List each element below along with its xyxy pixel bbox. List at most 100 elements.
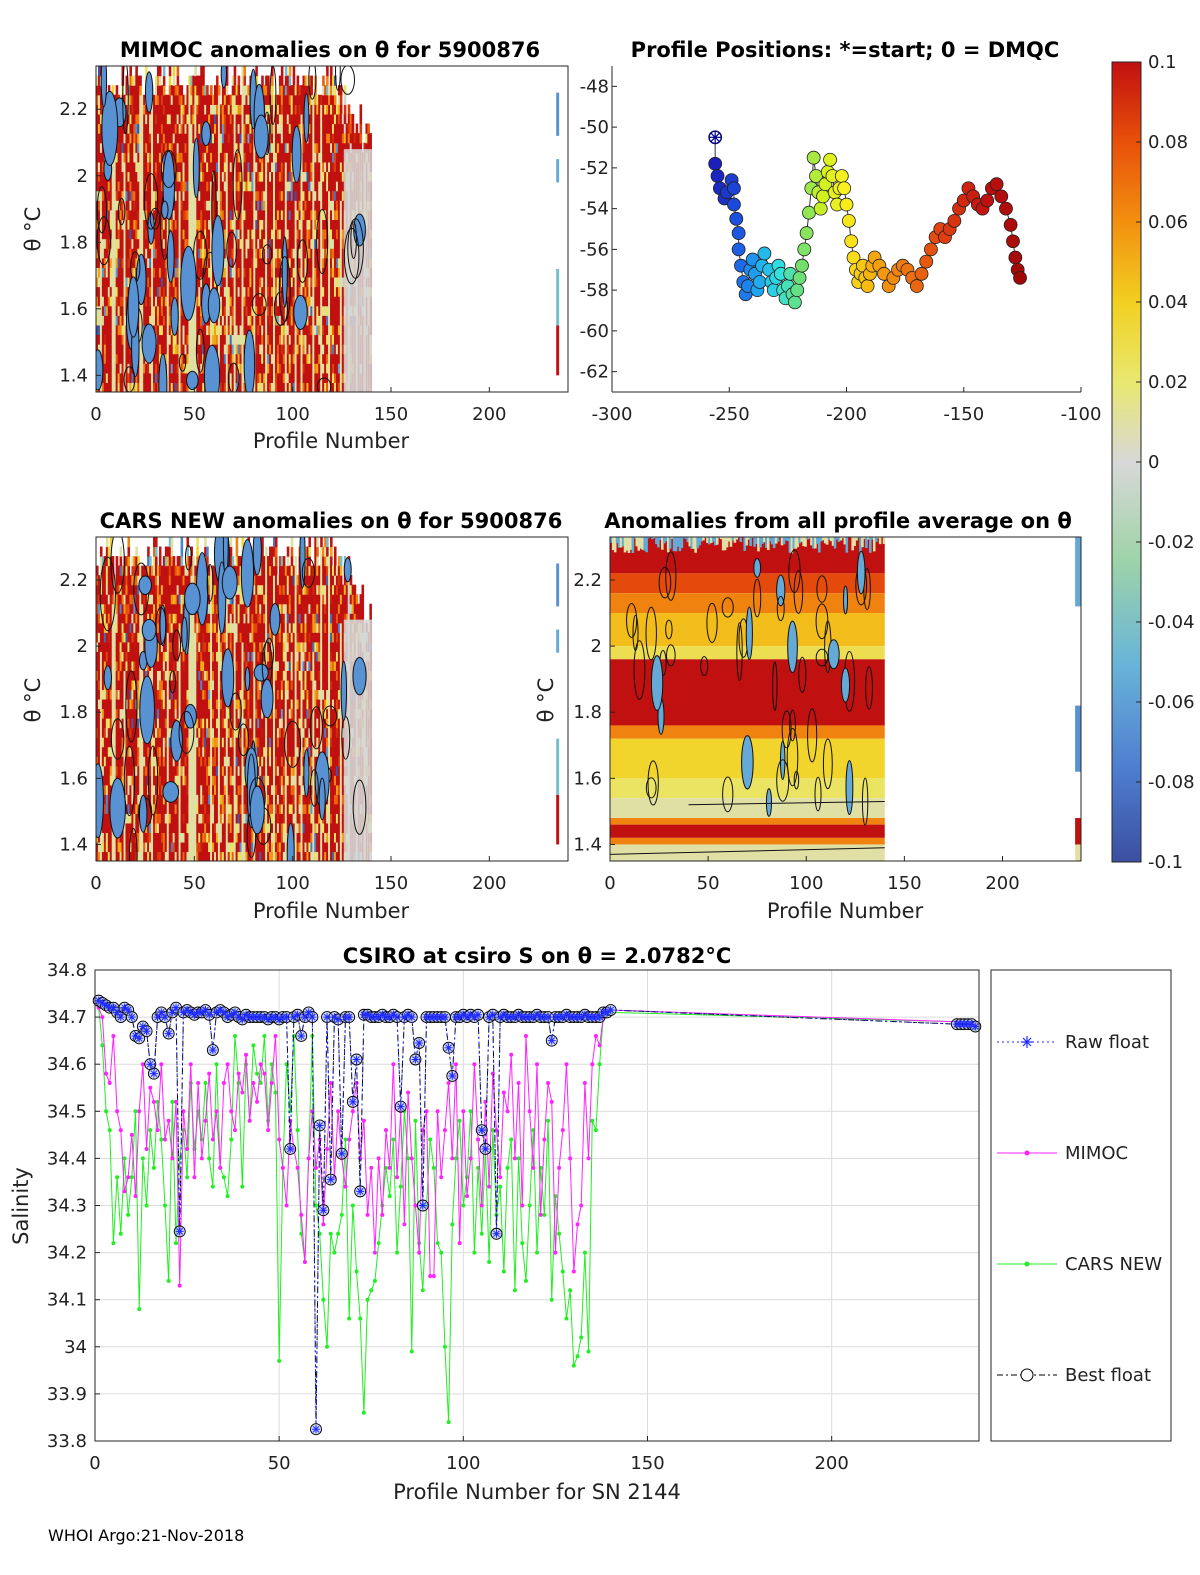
heat-cell [310,219,313,230]
heat-cell [288,382,292,392]
heat-cell [215,324,219,336]
heat-cell [326,296,329,307]
heat-cell [119,267,123,278]
heat-cell [141,238,144,249]
heat-cell [219,334,223,345]
heat-cell [276,219,280,230]
heat-cell [141,372,144,384]
heat-cell [249,257,252,268]
heat-cell [178,104,182,115]
heat-cell [105,794,109,805]
heat-cell [328,238,331,249]
heat-cell [190,104,193,115]
heat-cell [206,142,209,153]
heat-cell [198,382,201,392]
heat-cell [129,113,132,125]
heat-cell [202,181,205,192]
heat-cell [192,324,195,336]
heat-cell [119,372,123,384]
heat-cell [111,286,115,297]
heat-cell [174,133,178,144]
heat-cell [133,133,136,144]
heat-cell [184,113,188,125]
heat-cell [131,382,134,392]
heat-cell [318,190,321,201]
heat-cell [127,363,131,374]
heat-cell [198,229,201,240]
heat-cell [320,161,323,173]
heat-cell [151,200,154,211]
heat-cell [229,257,233,268]
heat-cell [156,161,160,173]
heat-cell [153,94,156,105]
heat-cell [107,832,111,843]
heat-cell [225,171,229,182]
heat-cell [322,276,325,288]
heat-cell [332,315,335,326]
heat-cell [243,113,247,125]
heat-cell [274,248,278,259]
heat-cell [251,248,254,259]
heat-cell [105,622,109,633]
heat-cell [143,161,146,173]
heat-cell [194,200,197,211]
heat-cell [109,219,113,230]
heat-cell [328,324,331,336]
heat-cell [271,152,274,163]
heat-cell [314,200,317,211]
heat-cell [235,209,239,221]
heat-cell [261,344,264,355]
heat-cell [339,94,343,105]
heat-cell [125,344,129,355]
heat-cell [101,334,105,345]
heat-cell [176,267,180,278]
heat-cell [147,372,150,384]
heat-cell [212,209,215,221]
heat-cell [290,276,294,288]
heat-cell [111,238,115,249]
heat-cell [153,286,156,297]
heat-cell [178,324,182,336]
heat-cell [225,315,229,326]
heat-cell [129,123,132,134]
heat-cell [135,248,138,259]
heat-cell [288,133,292,144]
heat-cell [271,161,274,173]
heat-cell [235,382,239,392]
heat-cell [129,209,132,221]
heat-cell [174,229,178,240]
heat-cell [155,296,158,307]
heat-cell [139,152,142,163]
heat-cell [324,142,327,153]
heat-cell [105,641,109,652]
heat-cell [284,75,288,86]
heat-cell [302,142,306,153]
heat-cell [223,152,227,163]
heat-cell [190,238,193,249]
heat-cell [202,372,205,384]
heat-cell [103,353,107,364]
heat-cell [237,315,241,326]
heat-cell [308,296,311,307]
heat-cell [182,344,186,355]
heat-cell [129,171,132,182]
profile-position-45 [813,201,828,216]
heat-cell [286,152,290,163]
heat-cell [208,161,211,173]
heat-cell [333,181,337,192]
heat-cell [196,257,199,268]
heat-cell [164,94,168,105]
heat-cell [292,85,296,96]
heat-cell [328,267,331,278]
heat-cell [131,94,134,105]
heat-cell [198,372,201,384]
heat-cell [326,353,329,364]
heat-cell [127,152,131,163]
profile-position-40 [802,205,816,220]
heat-cell [292,123,296,134]
heat-cell [178,334,182,345]
heat-cell [227,209,231,221]
heat-cell [172,382,176,392]
heat-cell [221,296,225,307]
heat-cell [139,94,142,105]
